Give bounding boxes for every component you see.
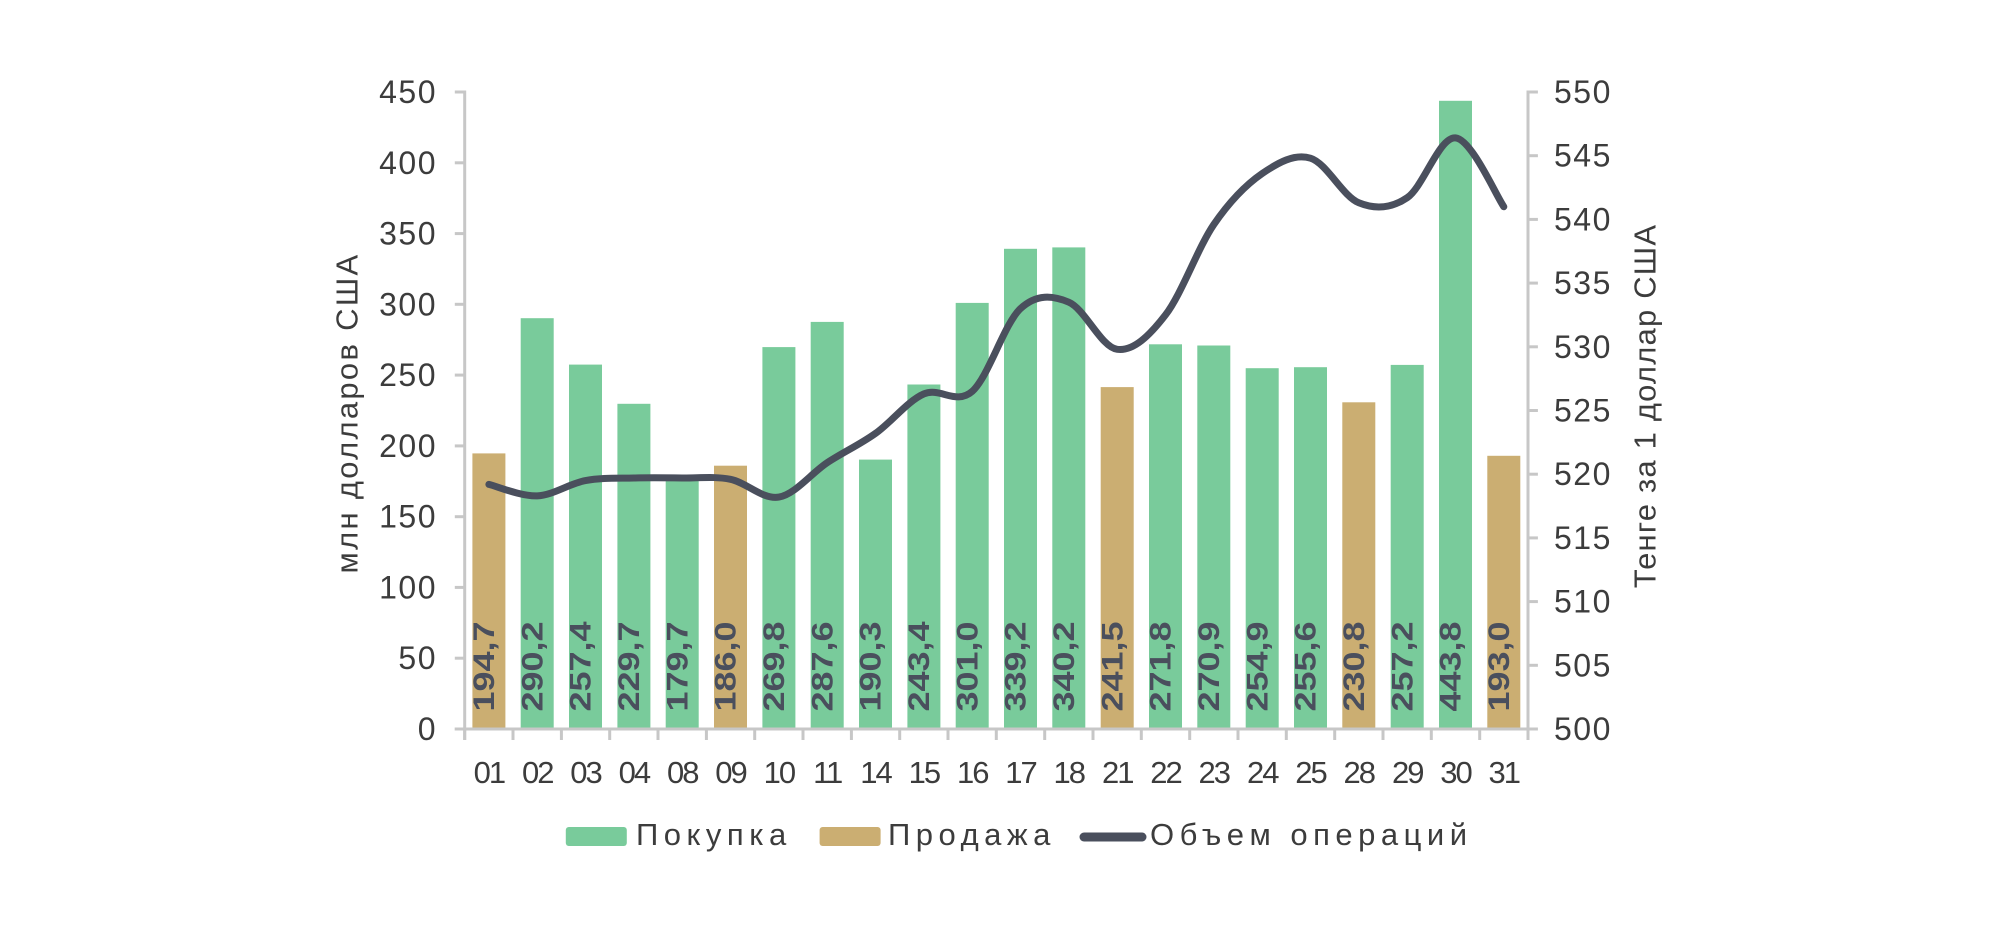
svg-text:340,2: 340,2 (1048, 621, 1081, 711)
svg-text:287,6: 287,6 (806, 621, 839, 711)
svg-text:290,2: 290,2 (516, 621, 549, 711)
svg-text:500: 500 (1554, 711, 1612, 747)
svg-text:450: 450 (379, 74, 437, 110)
svg-text:16: 16 (957, 755, 988, 790)
svg-text:505: 505 (1554, 647, 1612, 683)
svg-text:339,2: 339,2 (999, 621, 1032, 711)
svg-text:300: 300 (379, 286, 437, 322)
svg-text:301,0: 301,0 (951, 621, 984, 711)
svg-text:243,4: 243,4 (903, 621, 936, 712)
svg-text:15: 15 (909, 755, 940, 790)
svg-text:01: 01 (474, 755, 505, 790)
svg-text:545: 545 (1554, 138, 1612, 174)
svg-text:50: 50 (398, 640, 437, 676)
svg-text:24: 24 (1247, 755, 1279, 790)
svg-text:100: 100 (379, 569, 437, 605)
svg-text:11: 11 (813, 755, 842, 790)
svg-text:350: 350 (379, 216, 437, 252)
svg-text:28: 28 (1344, 755, 1375, 790)
svg-text:31: 31 (1489, 755, 1520, 790)
svg-text:10: 10 (764, 755, 796, 790)
svg-text:443,8: 443,8 (1434, 621, 1467, 711)
svg-text:229,7: 229,7 (613, 621, 646, 711)
svg-text:400: 400 (379, 145, 437, 181)
svg-text:29: 29 (1392, 755, 1423, 790)
svg-text:250: 250 (379, 357, 437, 393)
svg-text:25: 25 (1295, 755, 1326, 790)
svg-text:179,7: 179,7 (661, 621, 694, 711)
svg-text:150: 150 (379, 499, 437, 535)
svg-text:269,8: 269,8 (758, 621, 791, 711)
svg-text:04: 04 (619, 755, 651, 790)
svg-text:230,8: 230,8 (1338, 621, 1371, 711)
svg-text:530: 530 (1554, 329, 1612, 365)
svg-text:17: 17 (1005, 755, 1036, 790)
svg-text:Тенге за 1 доллар США: Тенге за 1 доллар США (1628, 224, 1663, 589)
svg-text:254,9: 254,9 (1241, 621, 1274, 711)
svg-text:241,5: 241,5 (1096, 621, 1129, 711)
svg-text:190,3: 190,3 (854, 621, 887, 711)
svg-text:0: 0 (418, 711, 437, 747)
svg-text:23: 23 (1199, 755, 1230, 790)
svg-text:18: 18 (1054, 755, 1085, 790)
svg-text:30: 30 (1440, 755, 1472, 790)
svg-text:03: 03 (570, 755, 601, 790)
svg-text:Продажа: Продажа (888, 817, 1056, 852)
svg-text:08: 08 (667, 755, 698, 790)
svg-text:Объем операций: Объем операций (1150, 817, 1473, 852)
svg-text:520: 520 (1554, 456, 1612, 492)
svg-text:510: 510 (1554, 584, 1612, 620)
svg-text:14: 14 (860, 755, 892, 790)
svg-text:257,2: 257,2 (1386, 621, 1419, 711)
svg-text:525: 525 (1554, 393, 1612, 429)
svg-text:193,0: 193,0 (1483, 621, 1516, 711)
svg-text:271,8: 271,8 (1144, 621, 1177, 711)
svg-text:22: 22 (1150, 755, 1181, 790)
svg-text:540: 540 (1554, 201, 1612, 237)
svg-text:186,0: 186,0 (709, 621, 742, 711)
svg-text:200: 200 (379, 428, 437, 464)
svg-text:257,4: 257,4 (564, 621, 597, 712)
svg-text:270,9: 270,9 (1193, 621, 1226, 711)
svg-text:млн долларов США: млн долларов США (330, 252, 365, 573)
svg-text:550: 550 (1554, 74, 1612, 110)
svg-text:Покупка: Покупка (636, 817, 792, 852)
svg-text:09: 09 (715, 755, 746, 790)
svg-text:02: 02 (522, 755, 553, 790)
svg-text:515: 515 (1554, 520, 1612, 556)
svg-text:255,6: 255,6 (1289, 621, 1322, 711)
svg-text:194,7: 194,7 (468, 621, 501, 711)
svg-text:535: 535 (1554, 265, 1612, 301)
svg-text:21: 21 (1102, 755, 1133, 790)
